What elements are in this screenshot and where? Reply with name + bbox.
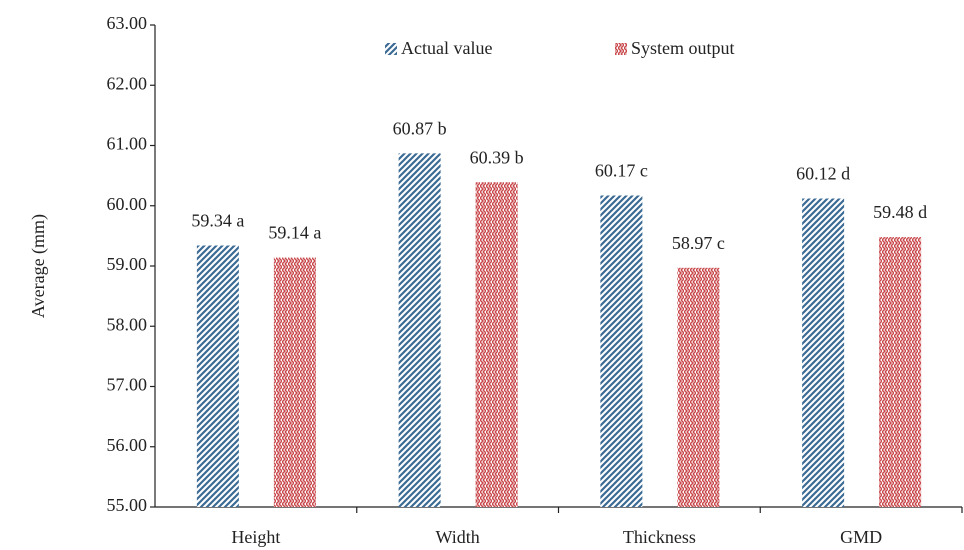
bar [677,267,720,507]
x-tick-label: GMD [840,527,882,547]
bar [196,245,239,507]
x-tick-label: Width [435,527,479,547]
y-tick-label: 58.00 [107,314,148,334]
bar [398,153,441,507]
y-tick-label: 59.00 [107,254,148,274]
value-label: 58.97 c [672,233,725,253]
value-label: 60.12 d [796,164,850,184]
value-label: 60.39 b [470,147,524,167]
y-tick-label: 55.00 [107,495,148,515]
bar [879,237,922,507]
value-label: 59.48 d [873,202,927,222]
bar [475,182,518,507]
x-tick-label: Thickness [623,527,696,547]
legend-label: System output [631,38,735,58]
legend-swatch [385,43,397,55]
y-tick-label: 56.00 [107,435,148,455]
x-tick-label: Height [231,527,280,547]
bar [802,198,845,507]
y-tick-label: 63.00 [107,13,148,33]
value-label: 59.14 a [268,223,321,243]
legend-swatch [615,43,627,55]
value-label: 59.34 a [191,211,244,231]
y-tick-label: 61.00 [107,134,148,154]
legend-label: Actual value [401,38,492,58]
y-axis-label: Average (mm) [28,214,49,318]
y-tick-label: 62.00 [107,73,148,93]
bar [273,257,316,507]
y-tick-label: 57.00 [107,375,148,395]
bar [600,195,643,507]
value-label: 60.87 b [393,118,447,138]
value-label: 60.17 c [595,161,648,181]
y-tick-label: 60.00 [107,194,148,214]
